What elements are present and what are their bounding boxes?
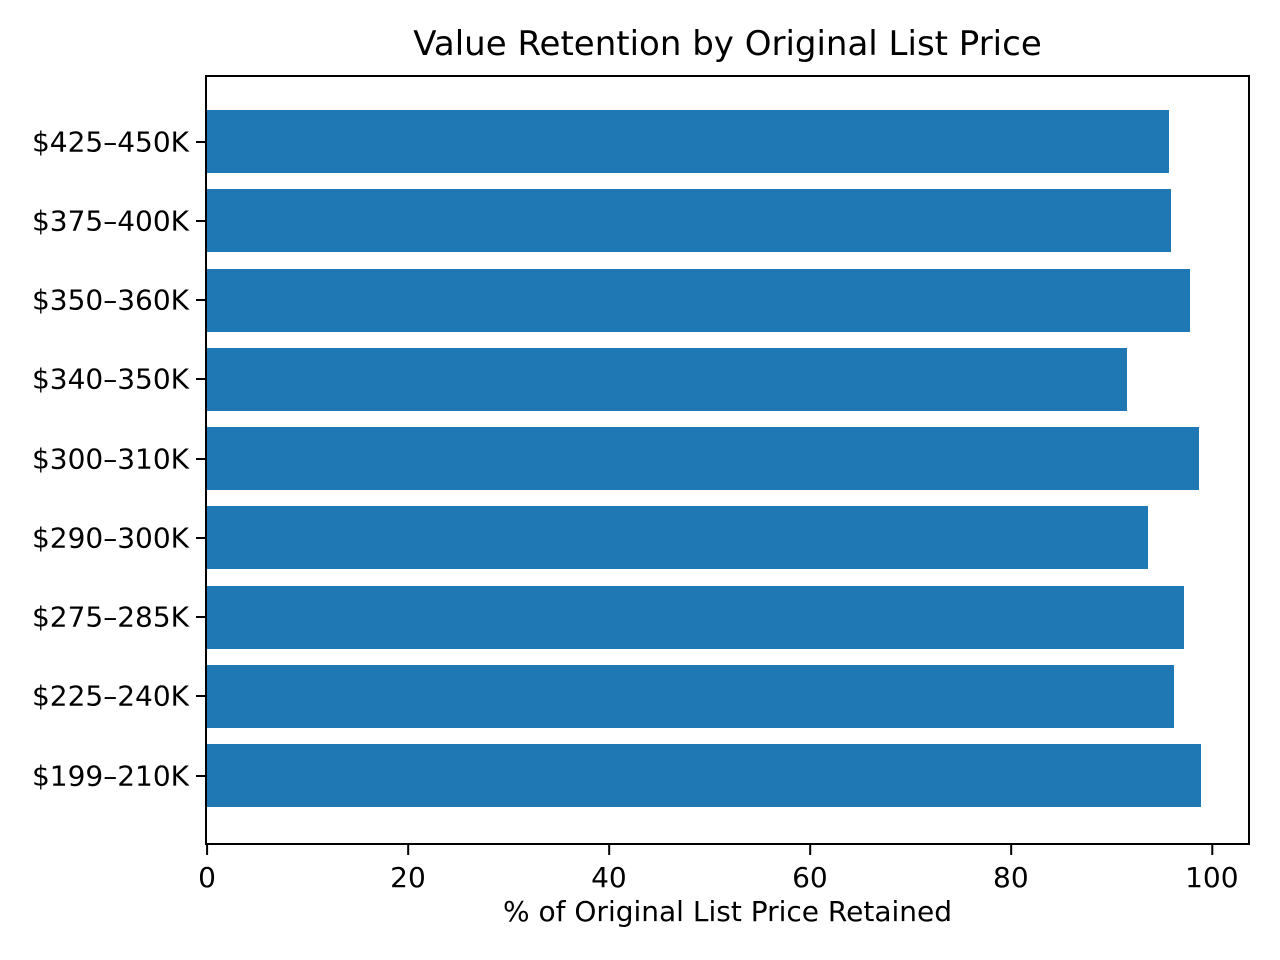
x-tick-mark	[1009, 845, 1012, 855]
bar	[207, 427, 1199, 490]
bar	[207, 268, 1190, 332]
y-tick-label: $300–310K	[31, 442, 189, 475]
y-tick-mark	[196, 774, 205, 777]
bar	[207, 189, 1171, 253]
y-tick-label: $350–360K	[31, 283, 189, 317]
y-tick-label: $290–300K	[31, 521, 189, 555]
bar	[207, 347, 1128, 411]
bar-row: $375–400K	[32, 189, 1248, 253]
x-tick-mark	[808, 845, 811, 855]
bar-row: $300–310K	[32, 427, 1248, 490]
x-tick: 20	[390, 845, 426, 894]
bar-row: $350–360K	[32, 268, 1248, 332]
bar-row: $340–350K	[32, 347, 1248, 411]
bar-row: $225–240K	[32, 664, 1248, 728]
bar-row: $199–210K	[32, 744, 1248, 807]
y-tick-label: $199–210K	[31, 759, 189, 792]
y-tick-mark	[196, 219, 205, 222]
x-tick-mark	[406, 845, 409, 855]
x-tick-label: 40	[591, 861, 627, 894]
bar	[207, 744, 1201, 807]
y-tick-mark	[196, 695, 205, 698]
y-tick-mark	[196, 457, 205, 460]
y-tick-mark	[196, 299, 205, 301]
y-tick-label: $340–350K	[31, 362, 189, 396]
y-tick-mark	[196, 616, 205, 618]
y-tick-label: $225–240K	[31, 679, 189, 713]
x-tick: 100	[1185, 845, 1239, 894]
x-tick-label: 0	[198, 861, 216, 894]
x-tick-mark	[1210, 845, 1213, 855]
y-tick-mark	[196, 140, 205, 143]
x-tick: 0	[198, 845, 216, 894]
bar-row: $290–300K	[32, 506, 1248, 570]
bar	[207, 506, 1148, 570]
x-tick: 60	[792, 845, 828, 894]
y-tick-label: $275–285K	[31, 600, 189, 634]
bar-row: $425–450K	[32, 110, 1248, 173]
bar	[207, 664, 1174, 728]
bar	[207, 585, 1184, 649]
x-axis-label: % of Original List Price Retained	[503, 895, 952, 928]
y-tick-mark	[196, 378, 205, 381]
x-tick-mark	[607, 845, 610, 855]
y-tick-mark	[196, 536, 205, 539]
x-tick-label: 80	[993, 861, 1029, 894]
bar	[207, 110, 1169, 173]
x-tick-label: 60	[792, 861, 828, 894]
x-tick-label: 20	[390, 861, 426, 894]
x-tick-label: 100	[1185, 861, 1239, 894]
chart-title: Value Retention by Original List Price	[413, 24, 1042, 64]
x-tick: 80	[993, 845, 1029, 894]
bars-container: $425–450K $375–400K $350–360K $340–350K $300…	[32, 77, 1248, 843]
bar-row: $275–285K	[32, 585, 1248, 649]
x-tick: 40	[591, 845, 627, 894]
y-tick-label: $375–400K	[31, 204, 189, 238]
plot-area: $425–450K $375–400K $350–360K $340–350K $300…	[32, 75, 1250, 928]
x-tick-mark	[205, 845, 208, 855]
y-tick-label: $425–450K	[31, 125, 189, 158]
